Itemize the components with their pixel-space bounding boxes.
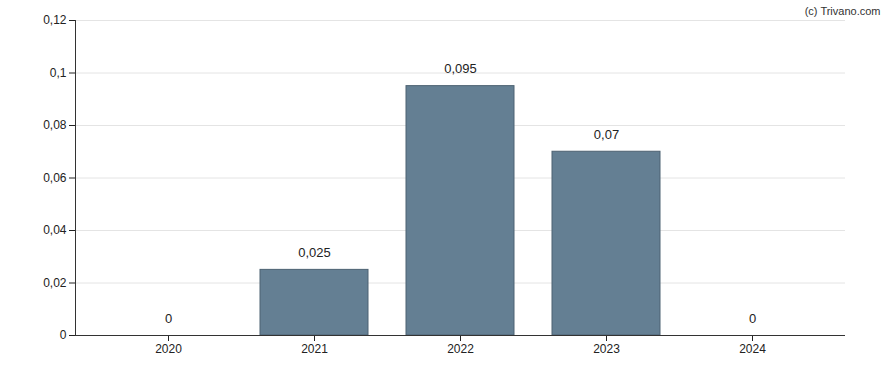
svg-text:0,04: 0,04 [43, 223, 67, 237]
svg-text:(c) Trivano.com: (c) Trivano.com [805, 5, 881, 17]
svg-text:0,02: 0,02 [43, 276, 67, 290]
svg-text:0,08: 0,08 [43, 118, 67, 132]
svg-text:0: 0 [60, 328, 67, 342]
svg-text:0,025: 0,025 [298, 245, 331, 260]
svg-text:0: 0 [749, 311, 756, 326]
svg-text:2021: 2021 [301, 342, 328, 356]
svg-text:2022: 2022 [447, 342, 474, 356]
svg-text:2023: 2023 [593, 342, 620, 356]
svg-text:2024: 2024 [739, 342, 766, 356]
svg-text:0,12: 0,12 [43, 13, 67, 27]
svg-text:0,1: 0,1 [50, 66, 67, 80]
svg-text:0,06: 0,06 [43, 171, 67, 185]
svg-text:0,095: 0,095 [444, 61, 477, 76]
svg-text:2020: 2020 [155, 342, 182, 356]
svg-text:0: 0 [165, 311, 172, 326]
svg-text:0,07: 0,07 [594, 127, 619, 142]
